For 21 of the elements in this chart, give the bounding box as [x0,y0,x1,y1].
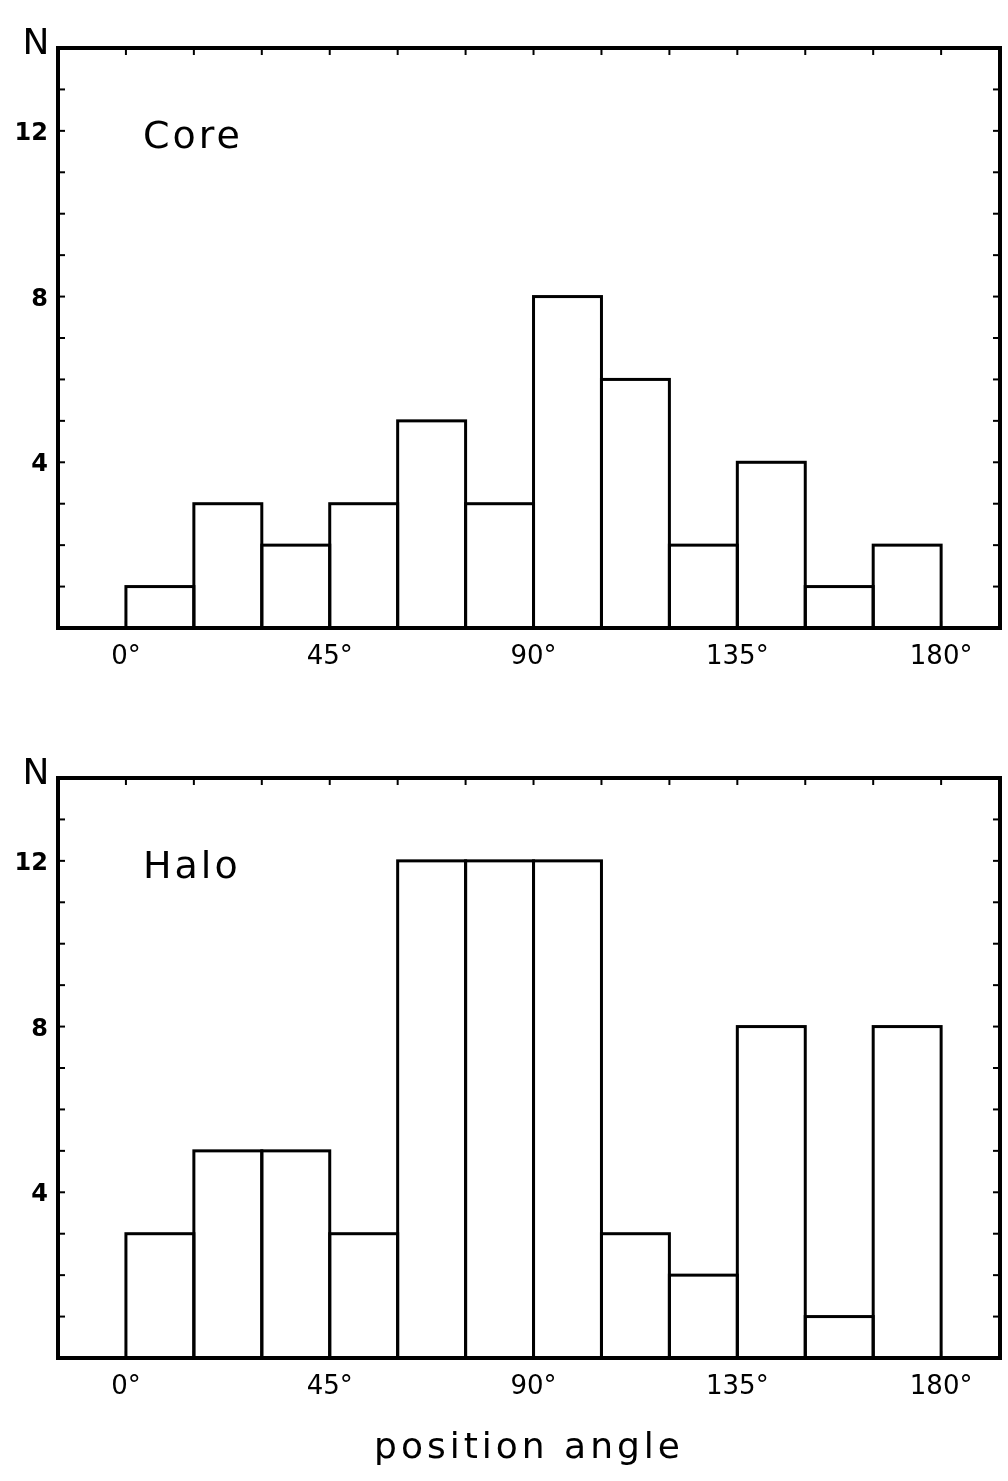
x-tick-label: 180° [909,640,973,670]
x-tick-label: 0° [111,1370,141,1400]
annotation: Core [143,113,243,157]
x-tick-label: 0° [111,640,141,670]
y-tick-label: 4 [31,449,48,478]
y-tick-label: 12 [14,117,48,146]
y-tick-label: 4 [31,1179,48,1208]
x-tick-label: 45° [306,640,353,670]
y-axis-title: N [22,21,50,62]
y-axis-title: N [22,751,50,792]
y-tick-label: 8 [31,1013,48,1042]
x-tick-label: 180° [909,1370,973,1400]
x-tick-label: 90° [510,1370,557,1400]
y-tick-label: 12 [14,847,48,876]
y-tick-label: 8 [31,283,48,312]
annotation: Halo [143,843,241,887]
x-tick-label: 45° [306,1370,353,1400]
x-axis-title: position angle [374,1425,684,1466]
x-tick-label: 135° [706,1370,769,1400]
x-tick-label: 135° [706,640,769,670]
x-tick-label: 90° [510,640,557,670]
